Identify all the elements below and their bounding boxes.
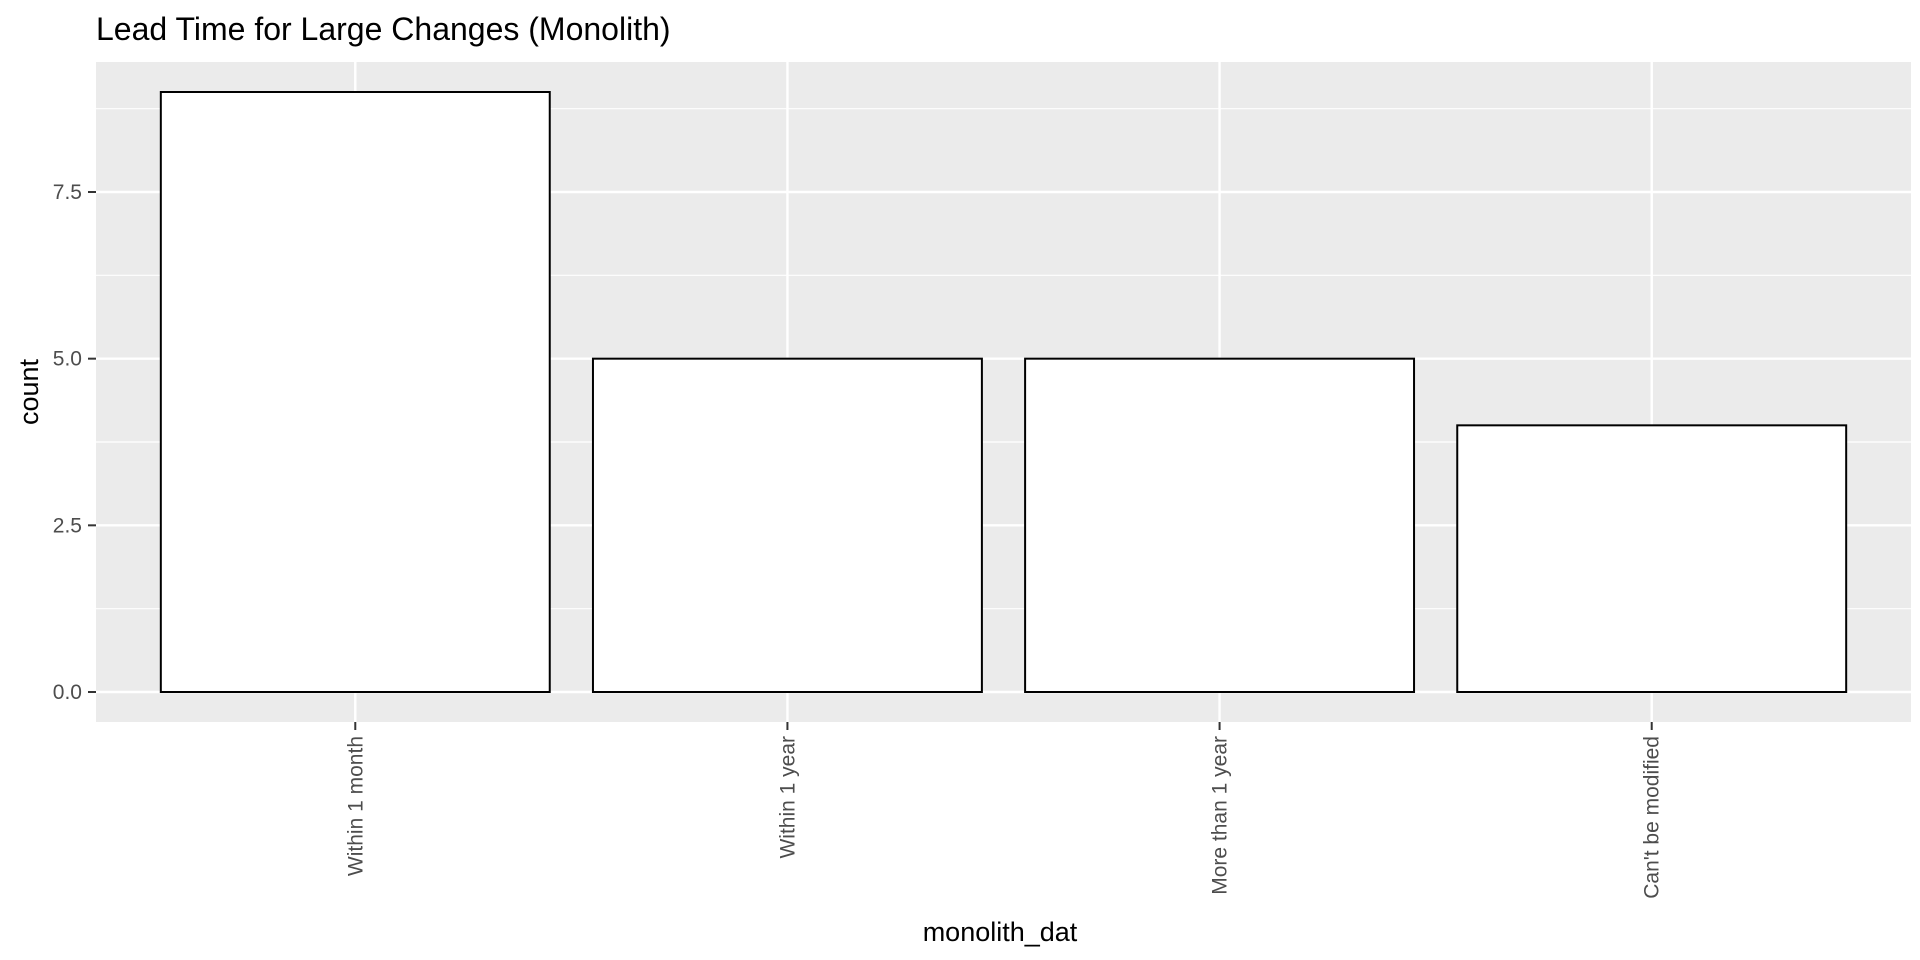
x-tick-label: Within 1 year [776, 736, 799, 859]
x-axis-title: monolith_dat [923, 917, 1078, 947]
y-tick-label: 2.5 [53, 514, 82, 537]
y-axis-title: count [14, 358, 44, 425]
x-tick-label: More than 1 year [1209, 736, 1232, 895]
y-axis: 0.0 2.5 5.0 7.5 [53, 181, 96, 704]
y-tick-label: 7.5 [53, 181, 82, 204]
chart-title: Lead Time for Large Changes (Monolith) [96, 11, 671, 47]
bar [159, 91, 551, 693]
y-tick-label: 5.0 [53, 348, 82, 371]
x-axis: Within 1 month Within 1 year More than 1 y… [344, 722, 1664, 899]
bar [1456, 424, 1848, 693]
bar [591, 357, 983, 693]
bar [1024, 357, 1416, 693]
x-tick-label: Within 1 month [344, 736, 367, 876]
y-tick-label: 0.0 [53, 681, 82, 704]
x-tick-label: Can't be modified [1641, 736, 1664, 899]
bars [159, 91, 1848, 693]
